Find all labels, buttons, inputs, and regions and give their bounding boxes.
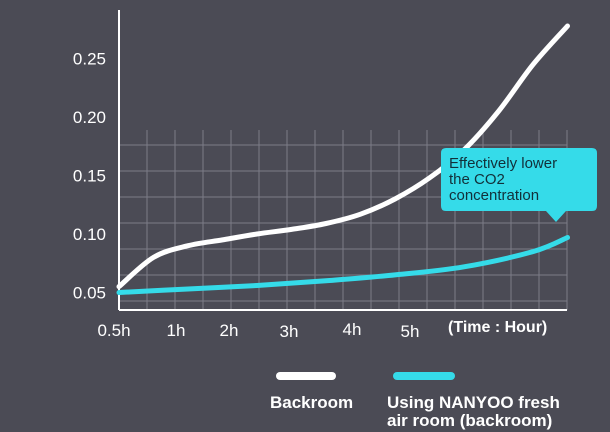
legend-label-nanyoo-line-2: air room (backroom) (387, 411, 552, 430)
legend-label-nanyoo-line-1: Using NANYOO fresh (387, 393, 560, 412)
callout-line-3: concentration (449, 187, 539, 204)
y-tick-label: 0.15 (73, 167, 106, 186)
legend: Backroom Using NANYOO fresh air room (ba… (270, 372, 560, 430)
y-tick-labels: 0.05 0.10 0.15 0.20 0.25 (73, 50, 106, 303)
callout: Effectively lower the CO2 concentration (441, 148, 597, 222)
x-tick-label: 2h (220, 321, 239, 340)
y-tick-label: 0.10 (73, 225, 106, 244)
series-line-backroom (116, 23, 570, 290)
callout-line-1: Effectively lower (449, 155, 557, 172)
x-axis-unit-label: (Time : Hour) (448, 319, 547, 336)
legend-swatch-nanyoo (393, 372, 455, 380)
y-tick-label: 0.25 (73, 50, 106, 69)
series-line-nanyoo (116, 235, 570, 295)
x-tick-label: 5h (401, 322, 420, 341)
x-tick-label: 3h (280, 322, 299, 341)
x-tick-label: 4h (343, 320, 362, 339)
x-tick-labels: 0.5h 1h 2h 3h 4h 5h (97, 320, 419, 341)
legend-swatch-backroom (276, 372, 336, 380)
y-tick-label: 0.05 (73, 283, 106, 302)
x-tick-label: 1h (167, 321, 186, 340)
x-tick-label: 0.5h (97, 321, 130, 340)
series-lines (116, 23, 570, 295)
y-tick-label: 0.20 (73, 108, 106, 127)
legend-label-backroom: Backroom (270, 393, 353, 412)
callout-line-2: the CO2 (449, 171, 505, 188)
callout-box (441, 148, 597, 222)
